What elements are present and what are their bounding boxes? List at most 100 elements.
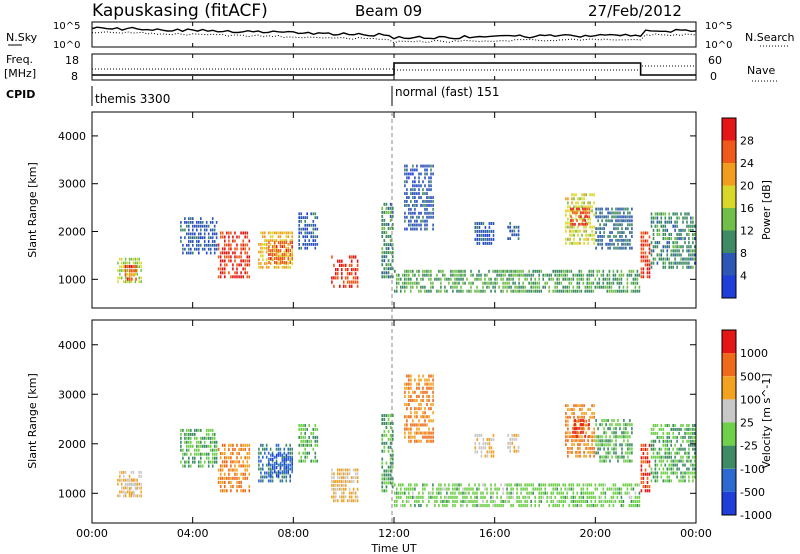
data-cell [432, 196, 434, 199]
data-cell [281, 479, 284, 483]
data-cell [381, 223, 384, 226]
data-cell [238, 460, 240, 464]
data-cell [281, 261, 284, 264]
data-cell [436, 499, 438, 503]
data-cell [128, 280, 131, 284]
data-cell [660, 216, 663, 220]
data-cell [291, 459, 293, 463]
data-cell [660, 475, 663, 479]
data-cell [676, 463, 678, 467]
data-cell [304, 451, 306, 455]
data-cell [420, 164, 422, 168]
data-cell [474, 491, 476, 495]
data-cell [450, 491, 452, 495]
data-cell [509, 441, 511, 445]
data-cell [488, 285, 490, 289]
data-cell [650, 216, 653, 220]
data-cell [509, 222, 511, 225]
data-cell [389, 214, 392, 218]
data-cell [232, 263, 234, 267]
data-cell [285, 466, 288, 470]
data-cell [587, 450, 589, 454]
data-cell [424, 192, 426, 195]
data-cell [454, 483, 456, 487]
data-cell [492, 454, 495, 458]
data-cell [688, 424, 690, 427]
data-cell [124, 482, 127, 487]
data-cell [668, 237, 670, 241]
data-cell [188, 240, 190, 243]
data-cell [520, 289, 522, 293]
data-cell [595, 246, 597, 250]
data-cell [676, 475, 678, 479]
data-cell [623, 242, 625, 246]
data-cell [542, 273, 544, 277]
data-cell [238, 476, 240, 480]
data-cell [579, 439, 581, 443]
data-cell [619, 235, 621, 238]
data-cell [534, 495, 536, 499]
data-cell [629, 211, 631, 215]
data-cell [589, 201, 591, 205]
data-cell [589, 408, 591, 411]
data-cell [621, 215, 623, 219]
data-cell [569, 233, 571, 237]
data-cell [289, 459, 291, 463]
data-cell [595, 227, 597, 231]
data-cell [196, 228, 198, 232]
data-cell [629, 447, 631, 451]
data-cell [601, 246, 603, 250]
data-cell [275, 253, 278, 256]
data-cell [196, 428, 198, 432]
data-cell [224, 452, 226, 456]
data-cell [134, 280, 137, 284]
data-cell [666, 447, 669, 451]
data-cell [678, 249, 680, 253]
data-cell [579, 450, 581, 454]
data-cell [236, 243, 238, 247]
data-cell [124, 269, 127, 273]
data-cell [611, 207, 613, 211]
data-cell [466, 495, 468, 499]
data-cell [536, 269, 538, 273]
data-cell [622, 483, 625, 487]
data-cell [205, 224, 208, 228]
data-cell [629, 246, 631, 250]
data-cell [617, 459, 619, 463]
data-cell [192, 444, 194, 448]
data-cell [579, 423, 581, 427]
data-cell [430, 215, 432, 219]
data-cell [517, 225, 520, 229]
data-cell [260, 451, 262, 455]
data-cell [236, 476, 238, 480]
data-cell [664, 447, 667, 451]
data-cell [582, 499, 585, 503]
data-cell [694, 459, 696, 463]
data-cell [331, 468, 333, 472]
data-cell [277, 249, 280, 252]
data-cell [356, 276, 359, 280]
data-cell [310, 231, 312, 235]
data-cell [488, 229, 491, 233]
data-cell [562, 491, 564, 495]
data-cell [621, 223, 623, 227]
data-cell [638, 285, 641, 289]
data-cell [285, 455, 288, 459]
data-cell [304, 443, 306, 447]
data-cell [346, 476, 349, 480]
data-cell [383, 275, 386, 279]
data-cell [291, 231, 293, 235]
data-cell [585, 454, 587, 458]
data-cell [414, 407, 416, 411]
data-cell [573, 237, 575, 241]
data-cell [385, 231, 388, 234]
colorbar-tick-label: -1000 [740, 509, 772, 522]
data-cell [291, 455, 293, 459]
data-cell [400, 504, 402, 508]
data-cell [567, 431, 569, 435]
data-cell [262, 231, 264, 235]
data-cell [275, 453, 278, 457]
data-cell [468, 487, 470, 491]
data-cell [571, 412, 573, 415]
data-cell [184, 432, 186, 436]
